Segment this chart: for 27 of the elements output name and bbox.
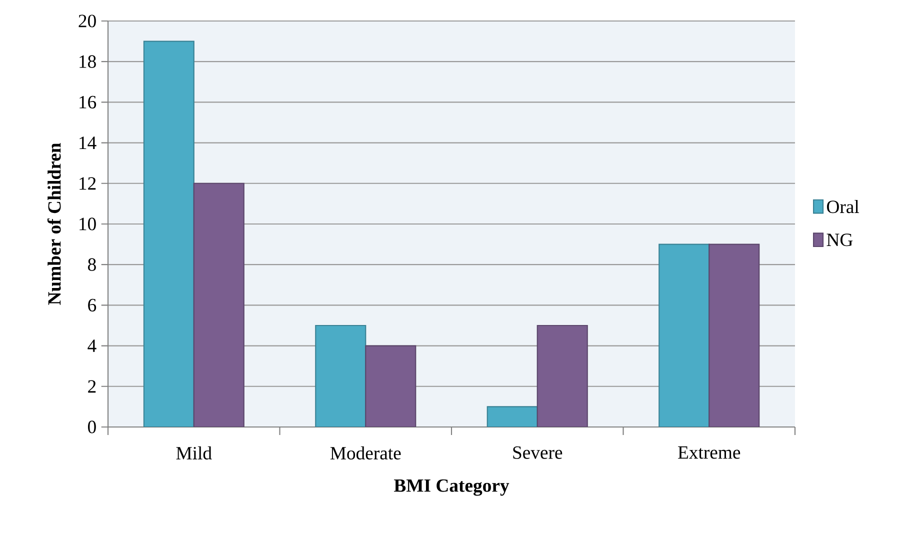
x-tick-label: Severe bbox=[513, 446, 562, 459]
y-tick-label: 10 bbox=[80, 218, 96, 230]
y-tick-label: 6 bbox=[88, 298, 96, 312]
y-tick-label: 18 bbox=[80, 55, 96, 68]
y-tick-label: 8 bbox=[88, 258, 96, 271]
bar bbox=[365, 345, 416, 427]
x-axis-title: BMI Category bbox=[394, 479, 510, 496]
bar bbox=[536, 324, 588, 427]
bar bbox=[143, 40, 194, 427]
y-tick-label: 20 bbox=[78, 14, 96, 28]
y-tick-label: 0 bbox=[88, 420, 96, 434]
y-tick-label: 12 bbox=[80, 177, 96, 190]
y-tick-label: 4 bbox=[88, 340, 96, 352]
x-tick-label: Moderate bbox=[330, 446, 401, 460]
y-tick-label: 2 bbox=[88, 380, 96, 393]
y-tick-label: 14 bbox=[80, 136, 96, 149]
bar bbox=[193, 182, 244, 427]
x-tick-label: Mild bbox=[176, 446, 212, 460]
y-axis-title: Number of Children bbox=[47, 143, 61, 305]
bar bbox=[486, 406, 538, 427]
x-tick-label: Extreme bbox=[678, 446, 740, 459]
bar bbox=[315, 324, 366, 427]
legend-label: NG bbox=[826, 234, 853, 246]
bar bbox=[658, 244, 710, 427]
bar bbox=[708, 244, 760, 427]
y-tick-label: 16 bbox=[80, 96, 96, 108]
legend-label: Oral bbox=[826, 200, 860, 214]
